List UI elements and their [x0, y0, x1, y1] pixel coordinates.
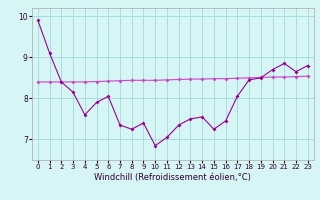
X-axis label: Windchill (Refroidissement éolien,°C): Windchill (Refroidissement éolien,°C) — [94, 173, 251, 182]
